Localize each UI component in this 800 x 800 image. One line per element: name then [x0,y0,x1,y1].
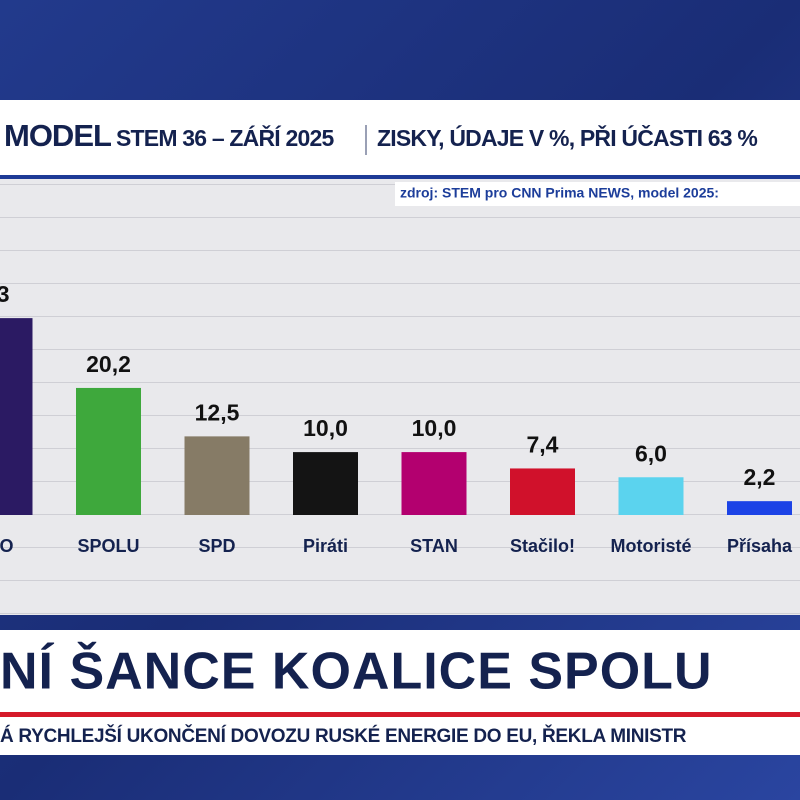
category-label: SPOLU [77,536,139,556]
category-label: NO [0,536,14,556]
headline-bar [0,630,800,712]
bar-chart: ,3 NO 20,2 SPOLU 12,5 SPD 10,0 Piráti 10,0 STAN 7,… [0,281,793,556]
bar [76,387,141,515]
headline-rule [0,712,800,717]
category-label: Přísaha [727,536,793,556]
source-box [395,182,800,206]
value-label: ,3 [0,281,10,307]
header-poll: STEM 36 – ZÁŘÍ 2025 [116,124,334,151]
headline: NÍ ŠANCE KOALICE SPOLU [0,642,713,701]
category-label: Stačilo! [510,536,575,556]
category-label: STAN [410,536,458,556]
value-label: 12,5 [195,399,240,425]
ticker-bar [0,717,800,755]
bar [401,452,467,515]
bar [727,501,792,515]
header-divider [365,125,367,155]
header-model: MODEL [4,118,111,153]
bar [618,477,684,515]
category-label: Piráti [303,536,348,556]
bar [510,468,575,515]
value-label: 10,0 [412,415,457,441]
value-label: 10,0 [303,415,348,441]
source: zdroj: STEM pro CNN Prima NEWS, model 20… [400,185,719,201]
category-label: SPD [198,536,235,556]
value-label: 20,2 [86,351,131,377]
bar [0,318,33,515]
header-note: ZISKY, ÚDAJE V %, PŘI ÚČASTI 63 % [377,124,757,151]
value-label: 2,2 [744,464,776,490]
value-label: 7,4 [527,432,559,458]
header-underline [0,175,800,179]
header-bar [0,100,800,175]
value-label: 6,0 [635,440,667,466]
bar [184,436,250,515]
category-label: Motoristé [611,536,692,556]
ticker: Á RYCHLEJŠÍ UKONČENÍ DOVOZU RUSKÉ ENERGI… [0,725,687,747]
bar [293,452,358,515]
